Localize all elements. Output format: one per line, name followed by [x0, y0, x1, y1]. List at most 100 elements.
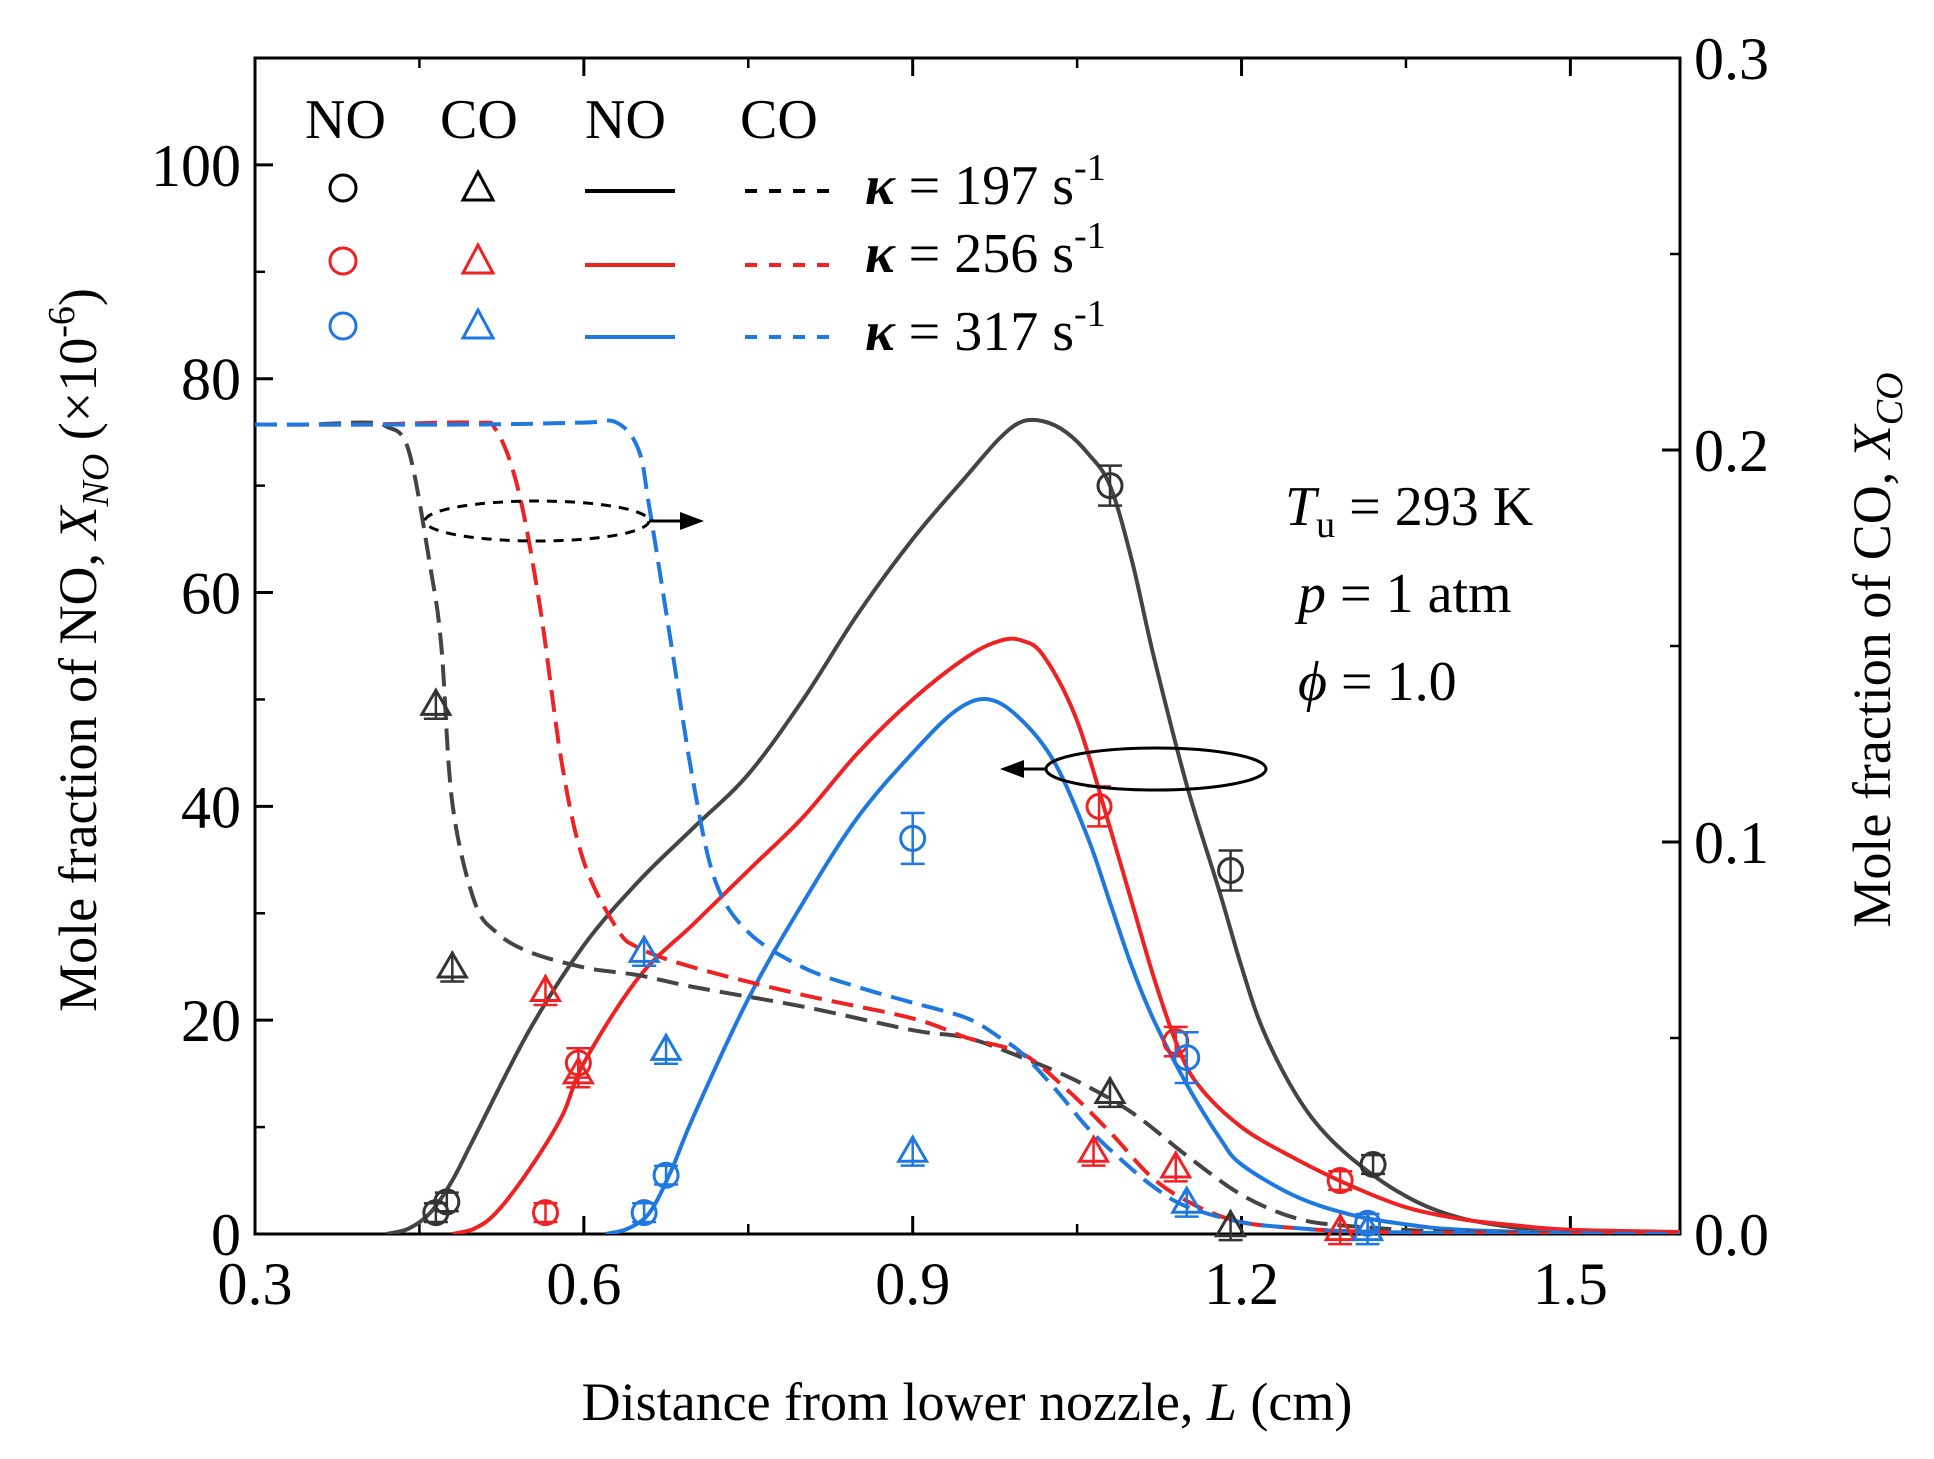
condition-pressure: p = 1 atm	[1294, 563, 1512, 625]
no-axis-ellipse	[1044, 746, 1268, 792]
y-left-tick-label: 0	[211, 1202, 241, 1268]
legend-header-symbols-co: CO	[440, 89, 518, 151]
no-axis-indicator	[1000, 746, 1268, 792]
co-model-line-3	[255, 420, 1680, 1234]
co-model-line-4	[255, 420, 1680, 1234]
legend-header-lines-no: NO	[585, 89, 666, 151]
no-data-point	[433, 1188, 461, 1216]
no-marker-circle	[1096, 472, 1124, 500]
no-data-point	[1096, 464, 1124, 507]
no-marker-circle	[899, 824, 927, 852]
y-right-tick-label: 0.2	[1694, 418, 1769, 484]
condition-temperature: Tu = 293 K	[1285, 476, 1533, 546]
series-layer	[255, 417, 1680, 1234]
co-marker-triangle	[1170, 1185, 1204, 1214]
no-marker-circle	[652, 1161, 680, 1189]
co-data-point	[649, 1032, 683, 1066]
no-marker-circle	[1359, 1151, 1387, 1179]
co-data-point	[1093, 1075, 1127, 1109]
x-tick-label: 1.2	[1204, 1251, 1279, 1317]
co-data-point	[1170, 1185, 1204, 1218]
co-marker-triangle	[1323, 1212, 1357, 1242]
y-left-tick-label: 100	[151, 133, 241, 199]
no-marker-circle	[1085, 792, 1113, 820]
x-tick-label: 0.9	[875, 1251, 950, 1317]
co-marker-triangle	[1159, 1149, 1193, 1179]
no-data-point	[1326, 1167, 1354, 1195]
no-marker-circle	[1326, 1167, 1354, 1195]
no-model-line-0	[386, 417, 1680, 1234]
legend-marker-co-197	[460, 168, 496, 202]
co-data-point	[1323, 1212, 1357, 1246]
y-left-tick-label: 60	[181, 561, 241, 627]
co-marker-triangle	[561, 1055, 595, 1085]
legend-marker-co-256	[460, 241, 496, 275]
legend-marker-no-317	[328, 311, 358, 341]
co-marker-triangle	[1076, 1134, 1111, 1163]
co-marker-triangle	[528, 973, 563, 1003]
y-left-tick-label: 20	[181, 988, 241, 1054]
conditions-annotation: Tu = 293 K p = 1 atm ϕ = 1.0	[1285, 476, 1533, 713]
co-marker-triangle	[896, 1134, 930, 1163]
no-data-point	[630, 1199, 658, 1227]
no-data-point	[1173, 1030, 1201, 1085]
co-data-point	[627, 934, 661, 968]
x-tick-label: 0.3	[218, 1251, 293, 1317]
co-data-point	[1076, 1134, 1111, 1167]
y-right-tick-label: 0.3	[1694, 26, 1769, 92]
co-data-point	[1350, 1212, 1385, 1246]
no-marker-circle	[531, 1199, 559, 1227]
y-axis-title-left: Mole fraction of NO, XNO (×10-6)	[41, 288, 117, 1012]
no-axis-arrow-head	[1000, 760, 1024, 778]
legend-header-lines-co: CO	[740, 89, 818, 151]
no-marker-circle	[630, 1199, 658, 1227]
y-left-tick-label: 80	[181, 347, 241, 413]
x-tick-label: 1.5	[1533, 1251, 1608, 1317]
co-data-point	[561, 1055, 595, 1089]
no-data-point	[899, 811, 927, 866]
y-axis-title-right: Mole fraction of CO, XCO	[1842, 372, 1911, 927]
x-axis-title: Distance from lower nozzle, L (cm)	[582, 1372, 1353, 1432]
legend-label-317: κ = 317 s-1	[865, 293, 1106, 363]
co-data-point	[896, 1134, 930, 1167]
co-data-point	[419, 687, 453, 721]
co-marker-triangle	[649, 1032, 683, 1061]
x-tick-label: 0.6	[546, 1251, 621, 1317]
co-axis-indicator	[423, 499, 704, 543]
co-marker-triangle	[627, 934, 661, 963]
legend-marker-no-256	[328, 246, 358, 276]
legend-label-197: κ = 197 s-1	[865, 147, 1106, 217]
legend-marker-co-317	[460, 306, 496, 340]
co-data-point	[435, 950, 469, 983]
legend-header-symbols-no: NO	[305, 89, 386, 151]
markers-layer	[419, 464, 1387, 1246]
co-axis-arrow-head	[680, 512, 704, 530]
co-marker-triangle	[1350, 1212, 1385, 1242]
no-data-point	[531, 1199, 559, 1227]
no-model-line-1	[451, 636, 1680, 1234]
y-right-tick-label: 0.0	[1694, 1202, 1769, 1268]
condition-equivalence-ratio: ϕ = 1.0	[1298, 651, 1457, 713]
no-data-point	[1359, 1151, 1387, 1179]
legend-label-256: κ = 256 s-1	[865, 215, 1106, 285]
no-data-point	[652, 1161, 680, 1189]
no-marker-circle	[433, 1188, 461, 1216]
co-marker-triangle	[1213, 1208, 1248, 1238]
co-data-point	[1159, 1149, 1193, 1183]
no-data-point	[1217, 849, 1245, 892]
no-marker-circle	[1173, 1044, 1201, 1072]
co-data-point	[1213, 1208, 1248, 1242]
y-left-tick-label: 40	[181, 774, 241, 840]
no-model-line-2	[605, 697, 1680, 1234]
legend: NO CO NO CO κ = 197 s-1 κ = 256 s-1 κ = …	[305, 89, 1106, 363]
co-marker-triangle	[435, 950, 469, 979]
y-right-tick-label: 0.1	[1694, 810, 1769, 876]
co-marker-triangle	[419, 687, 453, 716]
tick-labels: 0.3 0.6 0.9 1.2 1.5 0 20 40 60 80 100 0.0 0.1 0.2 0.3	[151, 26, 1769, 1317]
co-axis-ellipse	[423, 499, 651, 543]
co-marker-triangle	[1093, 1075, 1127, 1104]
no-marker-circle	[1217, 857, 1245, 885]
co-model-line-5	[255, 418, 1680, 1234]
